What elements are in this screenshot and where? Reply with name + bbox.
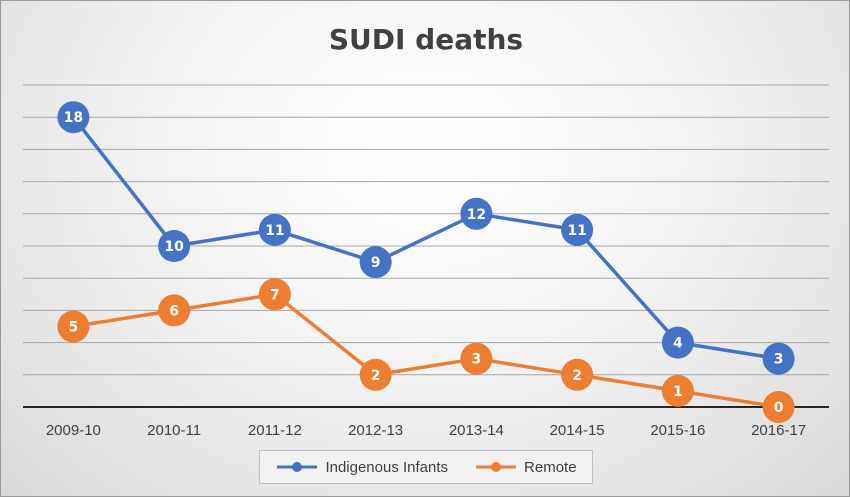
data-label: 3 bbox=[774, 352, 784, 368]
gridlines bbox=[23, 84, 829, 376]
series-1: 5 6 7 2 3 2 1 0 bbox=[57, 278, 795, 423]
data-point[interactable] bbox=[460, 197, 493, 230]
data-label: 11 bbox=[265, 223, 284, 239]
data-label: 9 bbox=[371, 255, 381, 271]
data-label: 5 bbox=[69, 320, 79, 336]
data-point[interactable] bbox=[661, 374, 694, 407]
data-point[interactable] bbox=[460, 342, 493, 375]
data-label: 11 bbox=[567, 223, 586, 239]
data-point[interactable] bbox=[258, 213, 291, 246]
data-point[interactable] bbox=[57, 310, 90, 343]
x-tick-label: 2010-11 bbox=[147, 422, 201, 439]
data-point[interactable] bbox=[661, 326, 694, 359]
x-tick-label: 2011-12 bbox=[248, 422, 302, 439]
data-label: 6 bbox=[169, 303, 179, 319]
legend-label-remote: Remote bbox=[524, 458, 577, 476]
legend: Indigenous Infants Remote bbox=[259, 450, 593, 484]
data-point[interactable] bbox=[158, 294, 191, 327]
chart-title: SUDI deaths bbox=[329, 23, 523, 56]
data-point[interactable] bbox=[359, 358, 392, 391]
legend-swatch-indigenous-infants bbox=[277, 462, 318, 472]
data-point[interactable] bbox=[762, 391, 795, 423]
x-axis: 2009-10 2010-11 2011-12 2012-13 2013-14 2014-… bbox=[23, 406, 829, 439]
data-point[interactable] bbox=[258, 278, 291, 311]
series-line bbox=[73, 292, 779, 409]
data-label: 1 bbox=[673, 384, 683, 400]
data-label: 7 bbox=[270, 287, 280, 303]
data-point[interactable] bbox=[561, 358, 594, 391]
data-label: 2 bbox=[572, 368, 582, 384]
legend-label-indigenous-infants: Indigenous Infants bbox=[325, 458, 449, 476]
data-label: 0 bbox=[774, 400, 784, 416]
x-tick-label: 2012-13 bbox=[348, 422, 403, 439]
x-tick-label: 2015-16 bbox=[650, 422, 705, 439]
data-point[interactable] bbox=[762, 342, 795, 375]
x-tick-label: 2013-14 bbox=[449, 422, 504, 439]
series-line bbox=[72, 116, 779, 361]
legend-item-indigenous-infants[interactable]: Indigenous Infants bbox=[275, 459, 448, 476]
data-point[interactable] bbox=[561, 213, 594, 246]
data-point[interactable] bbox=[158, 230, 191, 262]
x-tick-label: 2016-17 bbox=[751, 422, 806, 439]
series-0: 18 10 11 9 12 11 4 3 bbox=[57, 101, 795, 375]
data-label: 12 bbox=[467, 207, 486, 223]
legend-item-remote[interactable]: Remote bbox=[474, 459, 577, 476]
data-label: 2 bbox=[371, 368, 381, 384]
data-label: 18 bbox=[64, 110, 83, 126]
data-point[interactable] bbox=[359, 246, 392, 279]
data-label: 4 bbox=[673, 336, 683, 352]
data-label: 3 bbox=[472, 352, 482, 368]
x-tick-label: 2009-10 bbox=[46, 422, 101, 439]
legend-swatch-remote bbox=[476, 462, 517, 472]
data-point[interactable] bbox=[57, 101, 90, 134]
x-tick-label: 2014-15 bbox=[550, 422, 605, 439]
data-label: 10 bbox=[164, 239, 184, 255]
